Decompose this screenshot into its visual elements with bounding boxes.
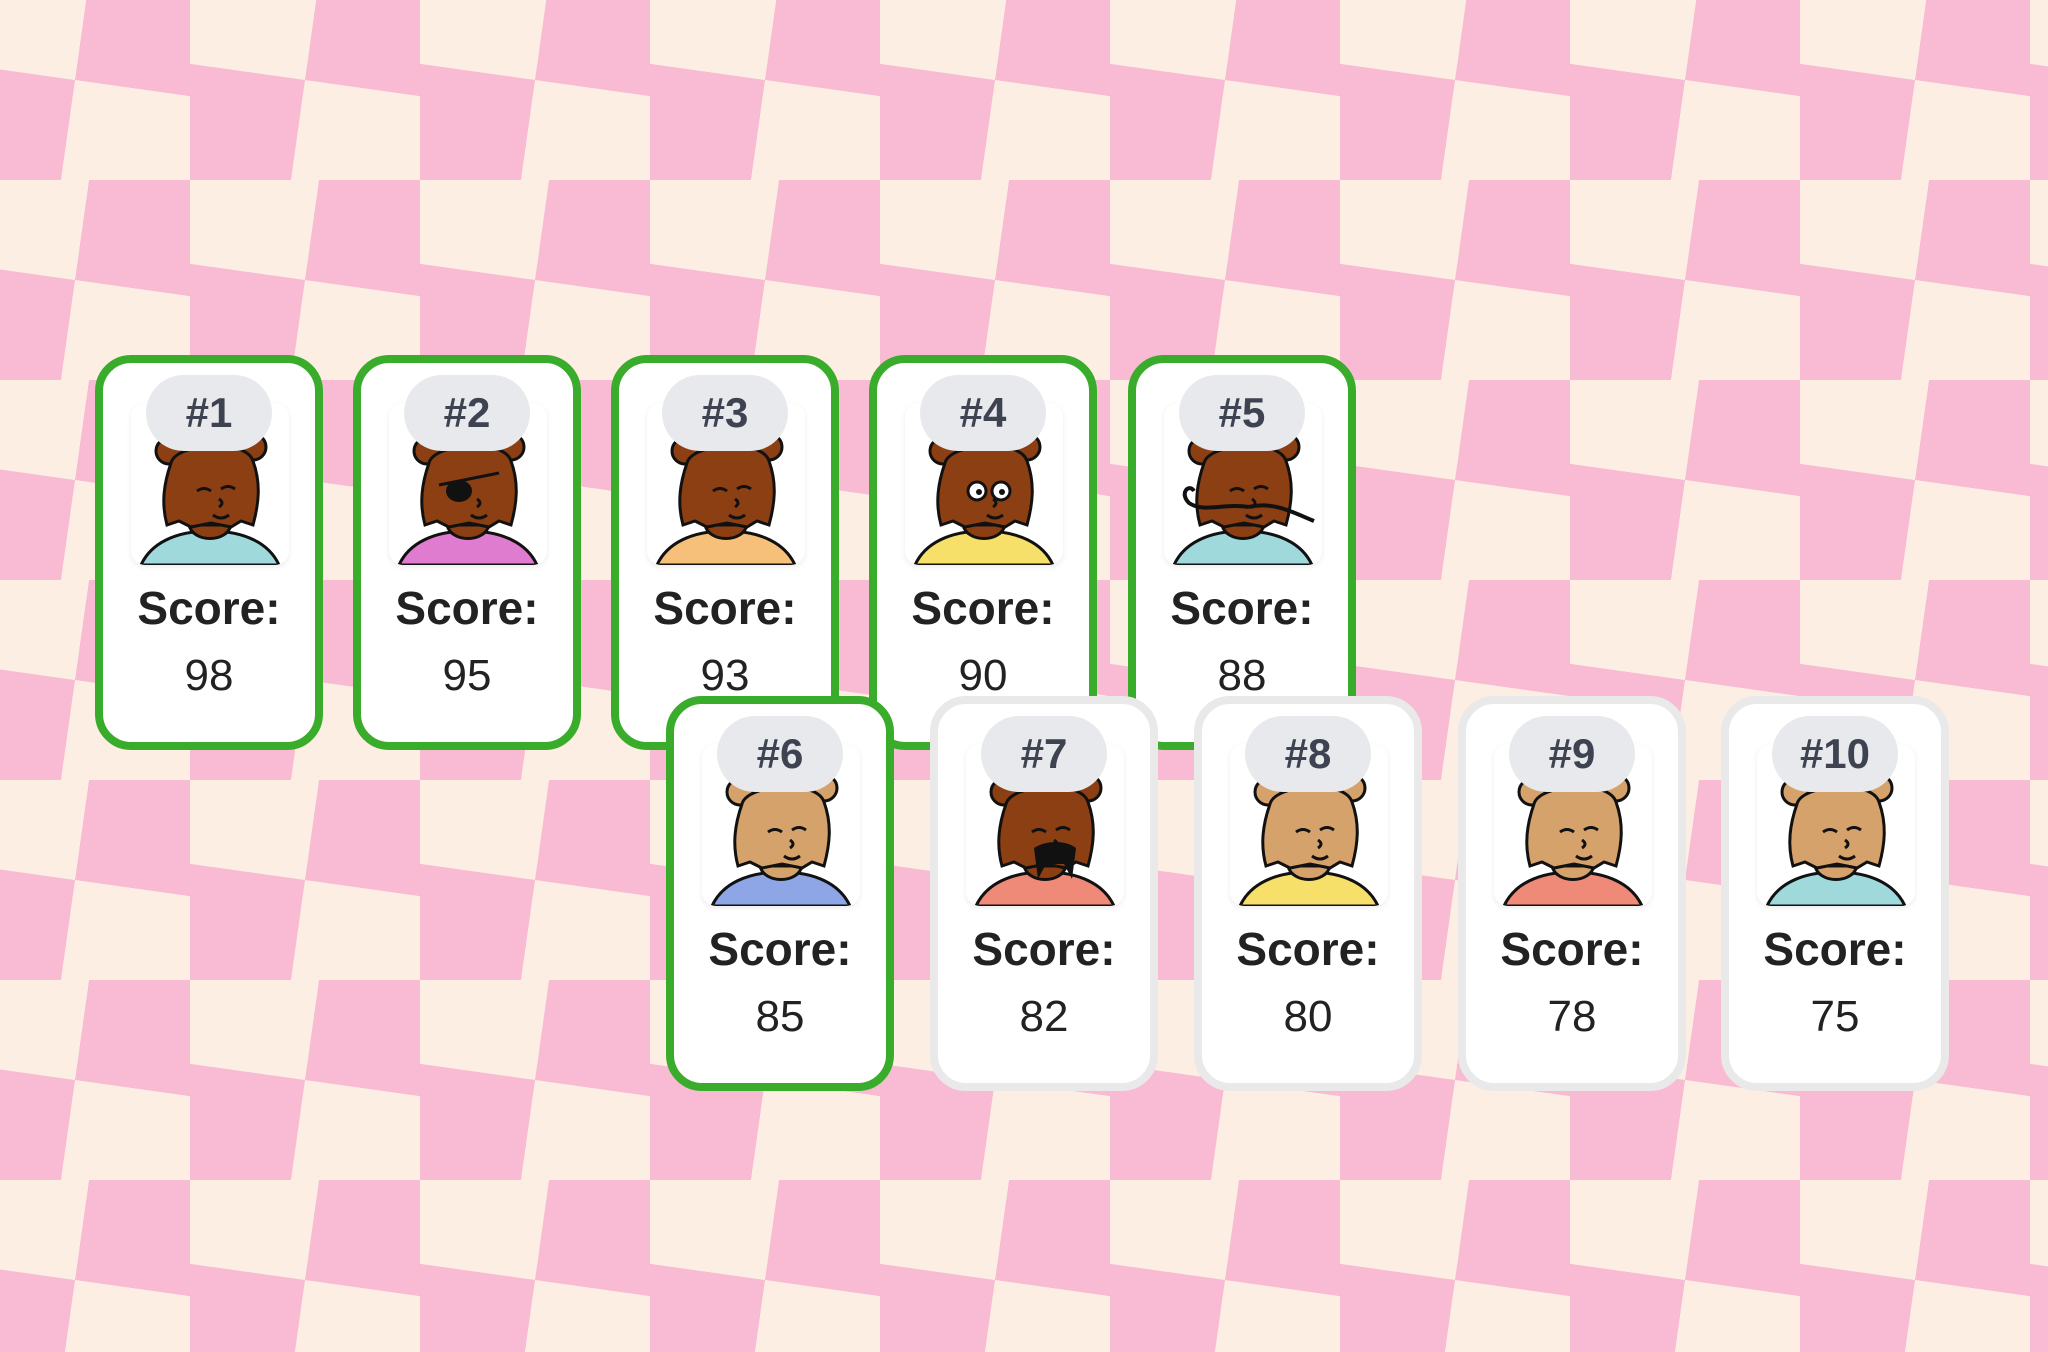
- rank-badge: #10: [1772, 716, 1898, 792]
- score-label: Score:: [972, 923, 1116, 975]
- player-card[interactable]: #4 Score: 90: [869, 355, 1097, 750]
- score-label: Score:: [708, 923, 852, 975]
- player-card[interactable]: #1 Score: 98: [95, 355, 323, 750]
- rank-badge: #1: [146, 375, 272, 451]
- rank-badge: #5: [1179, 375, 1305, 451]
- rank-badge: #6: [717, 716, 843, 792]
- score-label: Score:: [137, 582, 281, 634]
- score-label: Score:: [395, 582, 539, 634]
- score-value: 80: [1283, 992, 1333, 1041]
- rank-badge: #3: [662, 375, 788, 451]
- score-label: Score:: [1170, 582, 1314, 634]
- score-value: 88: [1217, 651, 1267, 700]
- rank-badge: #8: [1245, 716, 1371, 792]
- score-value: 95: [442, 651, 492, 700]
- score-value: 82: [1019, 992, 1069, 1041]
- player-card[interactable]: #3 Score: 93: [611, 355, 839, 750]
- player-card[interactable]: #10 Score: 75: [1721, 696, 1949, 1091]
- bear-avatar-icon: [1502, 773, 1644, 906]
- player-card[interactable]: #7 Score: 82: [930, 696, 1158, 1091]
- score-value: 85: [755, 992, 805, 1041]
- score-value: 78: [1547, 992, 1597, 1041]
- bear-avatar-icon: [710, 773, 852, 906]
- score-label: Score:: [1763, 923, 1907, 975]
- rank-badge: #9: [1509, 716, 1635, 792]
- score-value: 90: [958, 651, 1008, 700]
- player-card[interactable]: #9 Score: 78: [1458, 696, 1686, 1091]
- bear-avatar-icon: [397, 432, 539, 565]
- score-value: 75: [1810, 992, 1860, 1041]
- score-label: Score:: [653, 582, 797, 634]
- rank-badge: #2: [404, 375, 530, 451]
- score-label: Score:: [1236, 923, 1380, 975]
- player-card[interactable]: #8 Score: 80: [1194, 696, 1422, 1091]
- bear-avatar-icon: [1765, 773, 1907, 906]
- rank-badge: #7: [981, 716, 1107, 792]
- rank-badge: #4: [920, 375, 1046, 451]
- score-value: 98: [184, 651, 234, 700]
- score-value: 93: [700, 651, 750, 700]
- player-card[interactable]: #6 Score: 85: [666, 696, 894, 1091]
- bear-avatar-icon: [655, 432, 797, 565]
- score-label: Score:: [1500, 923, 1644, 975]
- player-card[interactable]: #5 Score: 88: [1128, 355, 1356, 750]
- bear-avatar-icon: [1238, 773, 1380, 906]
- bear-avatar-icon: [1172, 432, 1315, 565]
- player-card[interactable]: #2 Score: 95: [353, 355, 581, 750]
- score-label: Score:: [911, 582, 1055, 634]
